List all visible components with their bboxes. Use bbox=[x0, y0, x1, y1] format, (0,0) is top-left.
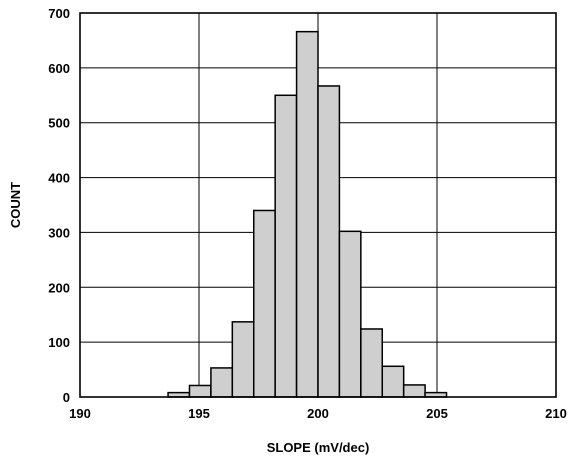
y-tick-labels: 0 100 200 300 400 500 600 700 bbox=[48, 6, 70, 405]
x-tick-labels: 190 195 200 205 210 bbox=[69, 406, 567, 421]
x-tick-label: 190 bbox=[69, 406, 91, 421]
histogram-bar bbox=[231, 321, 255, 398]
histogram-bar bbox=[210, 367, 234, 398]
histogram-bar bbox=[295, 30, 319, 398]
x-tick-label: 205 bbox=[426, 406, 448, 421]
histogram-bar bbox=[252, 209, 276, 398]
y-tick-label: 500 bbox=[48, 116, 70, 131]
plot-frame bbox=[79, 12, 557, 398]
y-tick-label: 0 bbox=[63, 390, 70, 405]
y-tick-label: 200 bbox=[48, 280, 70, 295]
x-tick-label: 195 bbox=[188, 406, 210, 421]
y-axis-title: COUNT bbox=[8, 182, 23, 228]
y-tick-label: 700 bbox=[48, 6, 70, 21]
y-tick-label: 100 bbox=[48, 335, 70, 350]
y-tick-label: 300 bbox=[48, 225, 70, 240]
histogram-bar bbox=[274, 94, 298, 398]
histogram-bar bbox=[188, 384, 212, 398]
x-tick-label: 210 bbox=[545, 406, 567, 421]
histogram-bar bbox=[381, 365, 405, 398]
histogram-bar bbox=[360, 328, 384, 398]
histogram-bars bbox=[167, 30, 448, 398]
y-tick-label: 600 bbox=[48, 61, 70, 76]
y-tick-label: 400 bbox=[48, 171, 70, 186]
x-axis-title: SLOPE (mV/dec) bbox=[267, 440, 370, 455]
histogram-bar bbox=[402, 384, 426, 398]
x-tick-label: 200 bbox=[307, 406, 329, 421]
histogram-bar bbox=[338, 230, 362, 398]
histogram-bar bbox=[317, 85, 341, 398]
